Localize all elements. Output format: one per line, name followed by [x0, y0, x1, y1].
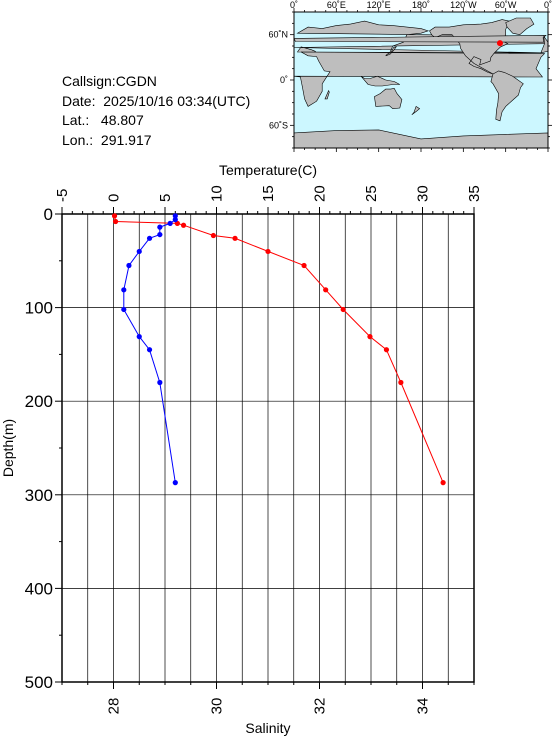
- salinity-point: [126, 262, 132, 269]
- salinity-point: [157, 379, 163, 386]
- y-axis-tick-label: 0: [44, 205, 53, 224]
- temperature-point: [383, 347, 390, 353]
- land-madagascar: [324, 89, 330, 100]
- map-lon-label: 60˚E: [327, 0, 346, 10]
- temperature-point: [111, 213, 118, 219]
- salinity-point: [157, 231, 163, 238]
- land-australia: [374, 87, 403, 110]
- top-axis-tick-label: 30: [415, 185, 432, 202]
- salinity-point: [167, 220, 173, 226]
- world-map: 0˚ 60˚E 120˚E 180˚ 120˚W 60˚W 0˚ 60˚N 0˚ 60˚S: [268, 0, 552, 152]
- salinity-point: [136, 334, 142, 340]
- station-marker: [496, 40, 503, 47]
- temperature-point: [180, 222, 187, 228]
- temperature-point: [232, 235, 238, 241]
- land-uk: [293, 35, 547, 43]
- top-axis-tick-label: 25: [363, 185, 380, 202]
- temperature-point: [265, 248, 271, 255]
- temperature-point: [440, 480, 446, 486]
- land-north-america: [429, 19, 510, 75]
- date-text: Date: 2025/10/16 03:34(UTC): [62, 92, 251, 109]
- temperature-point: [367, 334, 373, 340]
- salinity-point: [172, 480, 178, 486]
- temperature-point: [112, 218, 119, 225]
- temperature-profile-line: [114, 215, 444, 483]
- salinity-point: [146, 235, 153, 241]
- map-lon-label: 60˚W: [495, 0, 517, 10]
- salinity-point: [136, 248, 142, 255]
- map-lon-label: 180˚: [412, 0, 430, 10]
- land-greenland: [505, 17, 535, 36]
- temperature-point: [323, 287, 329, 293]
- top-axis-tick-label: 15: [260, 185, 277, 202]
- y-axis-tick-label: 100: [25, 299, 53, 318]
- land-new-zealand: [411, 105, 421, 116]
- y-axis-title: Depth(m): [0, 419, 16, 477]
- land-indonesia: [360, 75, 400, 87]
- land-iberia-wrap: [540, 35, 549, 54]
- map-lat-label: 60˚N: [268, 30, 288, 40]
- station-info: Callsign:CGDN Date: 2025/10/16 03:34(UTC…: [62, 72, 250, 150]
- map-lat-label: 0˚: [280, 75, 288, 85]
- top-axis-tick-label: 0: [106, 194, 123, 202]
- latitude-text: Lat.: 48.807: [62, 112, 144, 128]
- land-south-america: [490, 70, 524, 122]
- top-axis-title: Temperature(C): [219, 162, 317, 178]
- temperature-point: [398, 379, 404, 386]
- y-axis-tick-label: 200: [25, 392, 53, 411]
- salinity-point: [121, 306, 127, 313]
- top-axis-tick-label: -5: [54, 189, 71, 202]
- top-axis-tick-label: 20: [312, 185, 329, 202]
- top-axis-tick-label: 5: [157, 194, 174, 202]
- salinity-point: [146, 347, 153, 353]
- salinity-point: [172, 217, 178, 223]
- callsign-text: Callsign:CGDN: [62, 73, 157, 89]
- y-axis-tick-label: 500: [25, 673, 53, 692]
- y-axis-tick-label: 300: [25, 486, 53, 505]
- bottom-axis-tick-label: 32: [312, 698, 329, 715]
- land-africa: [293, 51, 546, 107]
- map-lat-label: 60˚S: [269, 120, 288, 130]
- bottom-axis-tick-label: 34: [415, 698, 432, 715]
- map-lon-label: 120˚E: [367, 0, 391, 10]
- bottom-axis-title: Salinity: [245, 720, 290, 736]
- map-lon-label: 120˚W: [450, 0, 477, 10]
- temperature-point: [210, 232, 217, 239]
- temperature-point: [340, 306, 346, 313]
- bottom-axis-tick-label: 28: [106, 698, 123, 715]
- salinity-point: [121, 287, 127, 293]
- y-axis-tick-label: 400: [25, 579, 53, 598]
- longitude-text: Lon.: 291.917: [62, 131, 152, 148]
- top-axis-tick-label: 10: [209, 185, 226, 202]
- salinity-point: [157, 224, 163, 230]
- map-lon-label: 0˚: [290, 0, 298, 10]
- land-japan: [385, 46, 398, 57]
- temperature-point: [301, 262, 307, 269]
- salinity-point: [172, 213, 178, 219]
- map-lon-label: 0˚: [544, 0, 552, 10]
- top-axis-tick-label: 35: [466, 185, 483, 202]
- bottom-axis-tick-label: 30: [209, 698, 226, 715]
